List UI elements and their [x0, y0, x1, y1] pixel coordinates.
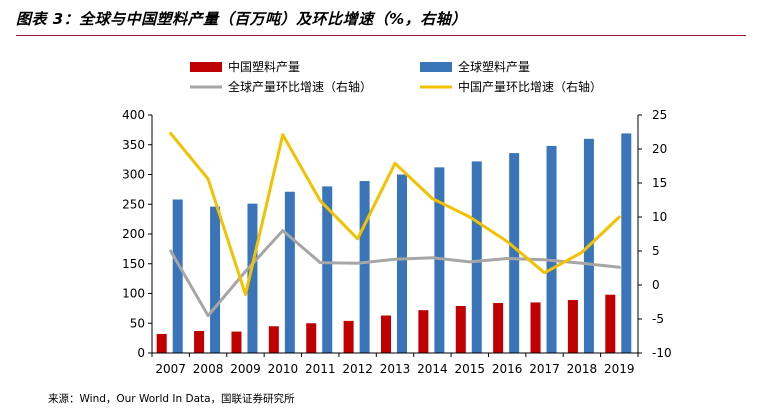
bar-world-2008: [210, 206, 221, 353]
bar-china-2018: [567, 300, 578, 353]
x-tick-label: 2014: [417, 362, 448, 376]
bar-china-2011: [306, 323, 317, 353]
legend-swatch: [190, 62, 222, 72]
left-tick-label: 250: [122, 197, 145, 211]
right-tick-label: 20: [652, 142, 667, 156]
left-tick-label: 200: [122, 227, 145, 241]
left-tick-label: 0: [137, 346, 145, 360]
bar-china-2009: [231, 331, 242, 353]
bar-china-2013: [381, 315, 391, 353]
bar-world-2013: [397, 174, 407, 353]
bar-china-2015: [455, 305, 466, 353]
legend-label: 全球塑料产量: [458, 59, 530, 74]
bar-world-2009: [247, 203, 258, 353]
bar-world-2017: [546, 145, 557, 353]
bar-china-2007: [156, 333, 167, 353]
x-tick-label: 2011: [305, 362, 336, 376]
bar-world-2012: [359, 181, 370, 353]
axes: 0 50 100 150 200 250 300 350 400 -10 -5 0 5 10 15 20 25 2…: [122, 108, 672, 376]
legend-label: 中国塑料产量: [228, 59, 300, 74]
x-tick-label: 2019: [604, 362, 635, 376]
x-tick-label: 2008: [193, 362, 224, 376]
line-china-growth: [169, 131, 621, 296]
legend-label: 全球产量环比增速（右轴）: [228, 79, 372, 94]
x-tick-label: 2015: [454, 362, 485, 376]
bar-china-2019: [605, 294, 616, 353]
x-tick-label: 2013: [380, 362, 411, 376]
x-tick-label: 2012: [342, 362, 373, 376]
left-tick-label: 350: [122, 138, 145, 152]
legend-item: 中国产量环比增速（右轴）: [420, 79, 602, 94]
bar-world-2015: [471, 161, 482, 353]
bar-china-2010: [268, 326, 279, 353]
legend-swatch: [420, 62, 452, 72]
left-tick-label: 50: [130, 316, 145, 330]
legend-item: 全球产量环比增速（右轴）: [190, 79, 372, 94]
lines: [169, 131, 621, 318]
bar-china-2008: [194, 330, 205, 353]
legend-item: 全球塑料产量: [420, 59, 530, 74]
legend-label: 中国产量环比增速（右轴）: [458, 79, 602, 94]
source-note: 来源：Wind，Our World In Data，国联证券研究所: [48, 393, 295, 405]
bar-china-2014: [418, 310, 429, 353]
bar-china-2012: [343, 320, 354, 353]
left-tick-label: 400: [122, 108, 145, 122]
bar-world-2016: [509, 153, 520, 353]
bar-world-2011: [322, 186, 333, 353]
title-rule: [16, 35, 746, 36]
bar-world-2007: [172, 199, 183, 353]
left-tick-label: 300: [122, 168, 145, 182]
bar-world-2010: [284, 191, 295, 353]
right-tick-label: 5: [652, 244, 660, 258]
right-tick-label: 10: [652, 210, 667, 224]
left-tick-label: 150: [122, 257, 145, 271]
x-tick-label: 2009: [230, 362, 261, 376]
right-tick-label: 0: [652, 278, 660, 292]
x-tick-label: 2017: [529, 362, 560, 376]
figure-title: 图表 3：全球与中国塑料产量（百万吨）及环比增速（%，右轴）: [16, 10, 467, 28]
right-tick-label: 25: [652, 108, 667, 122]
bar-china-2017: [530, 302, 541, 353]
bar-world-2019: [621, 133, 632, 353]
right-tick-label: -5: [652, 312, 664, 326]
left-tick-label: 100: [122, 287, 145, 301]
legend-item: 中国塑料产量: [190, 59, 300, 74]
bar-world-2014: [434, 167, 445, 353]
x-tick-label: 2007: [155, 362, 186, 376]
x-tick-label: 2018: [567, 362, 598, 376]
line-world-growth: [169, 229, 621, 318]
bar-china-2016: [493, 303, 504, 353]
right-tick-label: 15: [652, 176, 667, 190]
x-tick-label: 2016: [492, 362, 523, 376]
right-tick-label: -10: [652, 346, 672, 360]
x-tick-label: 2010: [268, 362, 299, 376]
